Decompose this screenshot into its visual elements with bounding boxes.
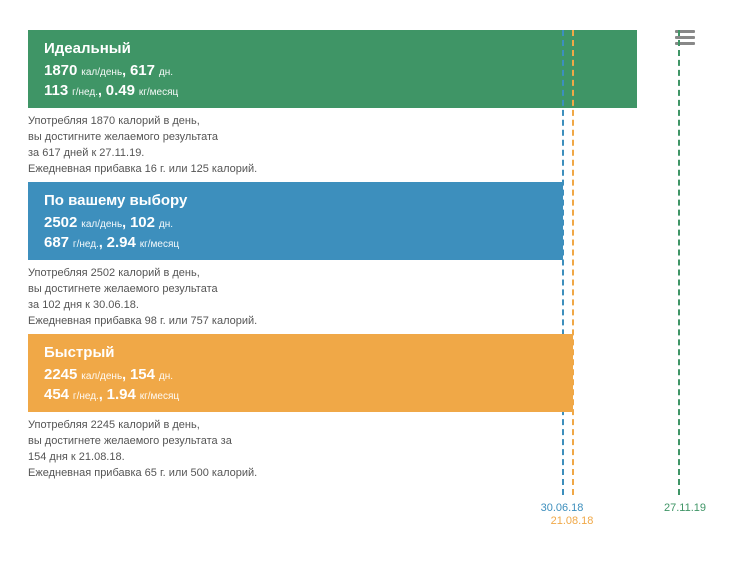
plan-bar-custom[interactable]: По вашему выбору 2502 кал/день, 102 дн.68… [28,182,563,260]
plan-description: Употребляя 2502 калорий в день, вы дости… [28,266,718,330]
plan-stats-line-1: 1870 кал/день, 617 дн. [44,61,621,81]
plan-stats-line-2: 687 г/нед., 2.94 кг/месяц [44,233,547,253]
plan-title: Идеальный [44,40,621,57]
date-label-fast: 21.08.18 [551,515,594,527]
plan-bar-fast[interactable]: Быстрый 2245 кал/день, 154 дн.454 г/нед.,… [28,334,573,412]
plan-block-fast: Быстрый 2245 кал/день, 154 дн.454 г/нед.,… [28,334,718,482]
plan-stats-line-1: 2245 кал/день, 154 дн. [44,365,557,385]
plan-stats-line-2: 454 г/нед., 1.94 кг/месяц [44,385,557,405]
plan-block-custom: По вашему выбору 2502 кал/день, 102 дн.68… [28,182,718,330]
plan-block-ideal: Идеальный 1870 кал/день, 617 дн.113 г/нед… [28,30,718,178]
plan-stats-line-1: 2502 кал/день, 102 дн. [44,213,547,233]
plan-description: Употребляя 2245 калорий в день, вы дости… [28,418,718,482]
plan-description: Употребляя 1870 калорий в день, вы дости… [28,114,718,178]
plan-title: Быстрый [44,344,557,361]
plan-bar-ideal[interactable]: Идеальный 1870 кал/день, 617 дн.113 г/нед… [28,30,637,108]
date-label-custom: 30.06.18 [541,502,584,514]
date-label-ideal: 27.11.19 [664,502,706,514]
plan-title: По вашему выбору [44,192,547,209]
plan-stats-line-2: 113 г/нед., 0.49 кг/месяц [44,81,621,101]
plans-chart: Идеальный 1870 кал/день, 617 дн.113 г/нед… [28,30,718,540]
